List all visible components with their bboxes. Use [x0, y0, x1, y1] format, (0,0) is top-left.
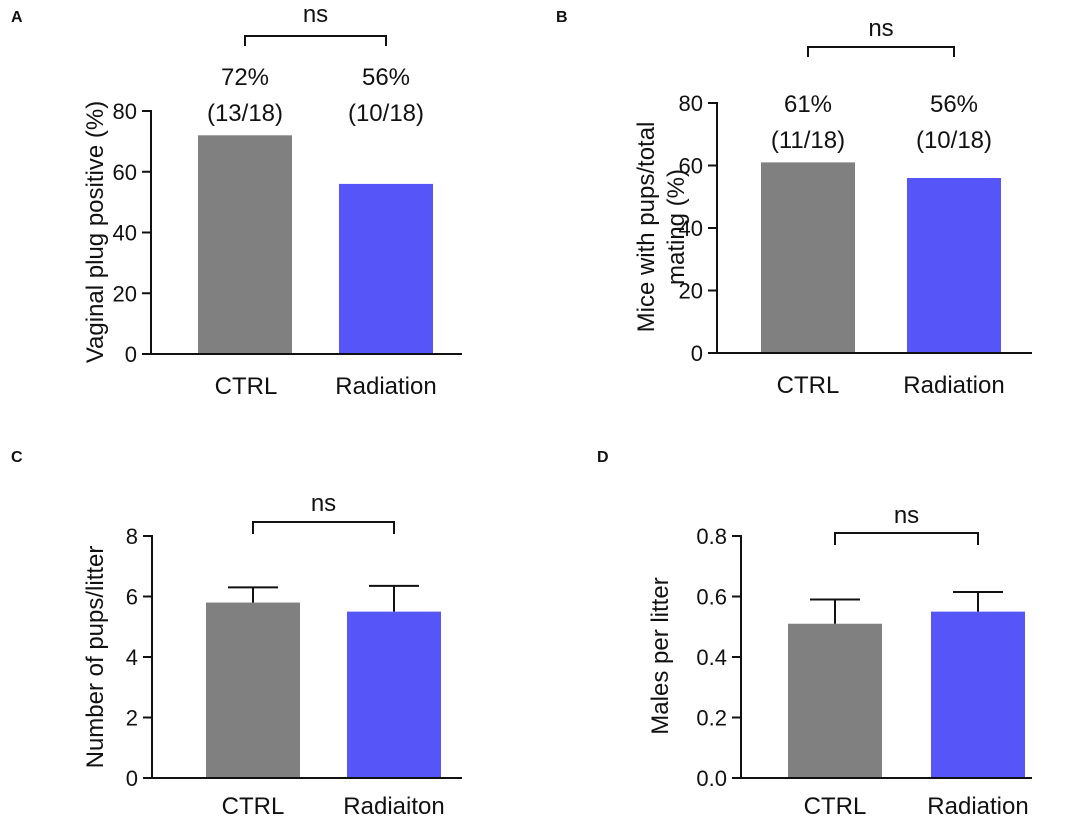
data-label: (11/18) — [771, 127, 845, 154]
significance-label: ns — [303, 1, 328, 28]
data-label: 61% — [784, 91, 832, 118]
y-tick-label: 6 — [126, 585, 138, 610]
y-axis-label: Vaginal plug positive (%) — [82, 101, 109, 363]
bar-radiation — [339, 183, 433, 354]
bar-radiation — [907, 178, 1001, 353]
y-tick-label: 0.8 — [696, 524, 727, 549]
panel-d: D Males per litter 0.0 0.2 0.4 0.6 0.8 CTRL Ra… — [597, 449, 1032, 819]
y-axis-label: Number of pups/litter — [82, 546, 109, 769]
y-tick-label: 0.4 — [696, 645, 727, 670]
significance-label: ns — [311, 490, 336, 517]
panel-letter: B — [556, 9, 568, 26]
panel-b: B Mice with pups/total mating (%) 0 20 40 6… — [556, 9, 1032, 399]
y-tick-label: 0 — [126, 766, 138, 791]
significance-label: ns — [894, 502, 919, 529]
x-category-label: Radiaiton — [343, 793, 444, 819]
y-axis-label-line: Mice with pups/total — [633, 122, 660, 333]
y-tick-label: 40 — [113, 221, 137, 246]
bar-ctrl — [788, 623, 882, 778]
y-tick-label: 60 — [679, 154, 703, 179]
data-label: 56% — [930, 91, 978, 118]
bar-radiation — [931, 611, 1025, 778]
x-category-label: Radiation — [335, 373, 436, 400]
x-category-label: CTRL — [777, 372, 840, 399]
y-tick-label: 0.0 — [696, 766, 727, 791]
y-tick-label: 2 — [126, 706, 138, 731]
y-tick-label: 60 — [113, 160, 137, 185]
y-tick-label: 80 — [679, 91, 703, 116]
y-tick-label: 80 — [113, 99, 137, 124]
bar-ctrl — [761, 162, 855, 353]
bar-radiaiton — [347, 611, 441, 778]
y-tick-label: 20 — [679, 279, 703, 304]
y-tick-label: 4 — [126, 645, 138, 670]
y-tick-label: 0.2 — [696, 706, 727, 731]
data-label: (10/18) — [916, 127, 992, 154]
y-axis-label: Mice with pups/total mating (%) — [633, 122, 690, 333]
y-axis-label-line: Vaginal plug positive (%) — [82, 101, 109, 363]
y-axis-label-line: Number of pups/litter — [82, 546, 109, 769]
significance-bracket — [244, 35, 387, 46]
panel-letter: C — [11, 449, 23, 466]
y-axis-label-line: mating (%) — [663, 169, 690, 285]
y-axis-label-line: Males per litter — [647, 577, 674, 734]
y-tick-label: 0 — [691, 341, 703, 366]
panel-letter: D — [597, 449, 609, 466]
significance-label: ns — [868, 15, 893, 42]
bar-ctrl — [198, 135, 292, 354]
y-tick-label: 0 — [125, 342, 137, 367]
panel-c: C Number of pups/litter 0 2 4 6 8 CTRL Radiait… — [11, 449, 462, 819]
x-category-label: CTRL — [222, 793, 285, 819]
x-category-label: Radiation — [903, 372, 1004, 399]
x-category-label: CTRL — [804, 793, 867, 819]
x-category-label: Radiation — [927, 793, 1028, 819]
y-tick-label: 0.6 — [696, 585, 727, 610]
significance-bracket — [807, 46, 955, 57]
panel-a: A Vaginal plug positive (%) 0 20 40 60 80 CTR… — [11, 1, 462, 400]
data-label: 56% — [362, 64, 410, 91]
significance-bracket — [834, 532, 979, 545]
x-category-label: CTRL — [215, 373, 278, 400]
y-axis-label: Males per litter — [647, 577, 674, 734]
bar-ctrl — [206, 602, 300, 778]
y-tick-label: 40 — [679, 216, 703, 241]
y-tick-label: 8 — [126, 524, 138, 549]
data-label: (13/18) — [207, 100, 283, 127]
significance-bracket — [252, 521, 395, 534]
panel-letter: A — [11, 9, 23, 26]
y-tick-label: 20 — [113, 281, 137, 306]
data-label: 72% — [221, 64, 269, 91]
data-label: (10/18) — [348, 100, 424, 127]
